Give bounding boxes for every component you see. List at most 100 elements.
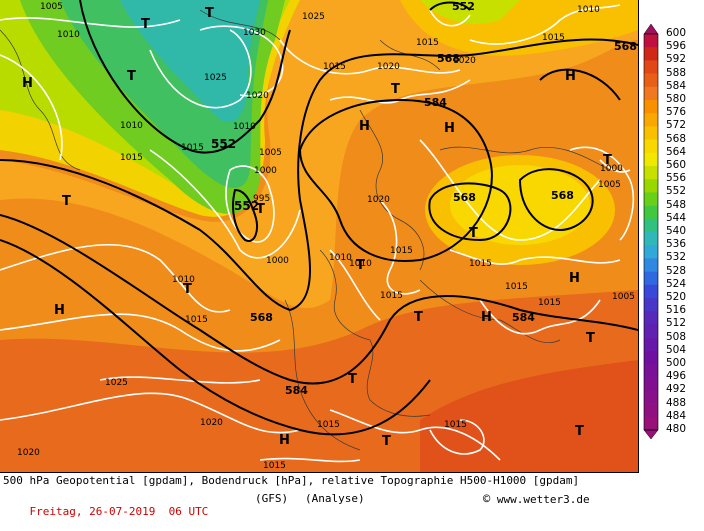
geopotential-ne [539, 68, 621, 101]
pressure-center: T [469, 226, 478, 241]
pressure-center: T [256, 202, 265, 217]
colorbar-swatch [644, 60, 658, 74]
colorbar-label: 488 [666, 396, 687, 409]
colorbar-swatch [644, 403, 658, 418]
pressure-label: 1000 [266, 256, 289, 266]
pressure-center: H [22, 76, 33, 91]
isobar [329, 249, 381, 321]
colorbar-swatch [644, 152, 658, 167]
north-lime-patch [420, 0, 520, 24]
colorbar-bottom-arrow [643, 429, 659, 440]
colorbar-swatch [644, 232, 658, 246]
isobar [429, 9, 471, 27]
colorbar-label: 480 [666, 423, 687, 435]
pressure-label: 1015 [542, 33, 565, 43]
pressure-label: 1010 [233, 122, 256, 132]
colorbar-label: 600 [666, 27, 687, 39]
coastline-iceland [199, 9, 281, 41]
colorbar-legend: 600 596 592 588 584 580 576 572 568 564 560 556 552 5… [640, 24, 704, 464]
chart-description: 500 hPa Geopotential [gpdam], Bodendruck… [3, 474, 580, 487]
isobar-low-center [225, 165, 275, 243]
geopotential-north-cell [429, 1, 471, 11]
isobar [0, 392, 301, 434]
colorbar-swatch [644, 350, 658, 365]
pressure-label: 1015 [120, 153, 143, 163]
pressure-label: 1005 [40, 2, 63, 12]
colorbar-label: 580 [666, 93, 687, 105]
isobar [149, 29, 252, 109]
height-label: 568 [437, 52, 460, 65]
pressure-center: H [565, 69, 576, 84]
colorbar-label: 552 [666, 185, 687, 198]
coastline-baltic [439, 146, 611, 171]
height-label: 584 [285, 384, 308, 397]
colorbar-swatch [644, 126, 658, 140]
pressure-label: 1000 [254, 166, 277, 176]
credit[interactable]: © www.wetter3.de [483, 492, 590, 506]
pressure-center: H [54, 303, 65, 318]
coastline-west-europe [319, 249, 431, 417]
isobar [259, 457, 361, 463]
pressure-label: 1020 [17, 448, 40, 458]
credit-link[interactable]: www.wetter3.de [496, 493, 590, 506]
coastline-scandinavia [359, 109, 425, 271]
isobar [379, 199, 421, 295]
isobar [569, 146, 634, 241]
geopotential-584 [0, 214, 638, 385]
pressure-label: 1005 [598, 180, 621, 190]
geopotential-lines [0, 0, 638, 436]
isobar [0, 54, 63, 161]
colorbar-label: 596 [666, 40, 687, 53]
pressure-label: 1010 [57, 30, 80, 40]
colorbar-label: 492 [666, 383, 687, 396]
colorbar-label: 484 [666, 409, 687, 422]
colorbar-swatch [644, 86, 658, 101]
pressure-center: T [62, 194, 71, 209]
pressure-center: T [127, 69, 136, 84]
colorbar [643, 24, 659, 440]
pressure-label: 1015 [380, 291, 403, 301]
colorbar-label: 524 [666, 277, 687, 290]
pressure-center: H [481, 310, 492, 325]
pressure-label: 1005 [259, 148, 282, 158]
colorbar-label: 496 [666, 370, 687, 383]
pressure-label: 1015 [263, 461, 286, 471]
height-label: 552 [234, 199, 260, 213]
pressure-label: 1010 [120, 121, 143, 131]
pressure-center: T [414, 310, 423, 325]
pressure-label: 1020 [377, 62, 400, 72]
pressure-center: H [279, 433, 290, 448]
pressure-center: T [205, 6, 214, 21]
colorbar-frame [643, 33, 659, 431]
colorbar-label: 520 [666, 291, 687, 303]
colorbar-label: 572 [666, 119, 687, 132]
geopotential-568-inner-west [428, 182, 512, 242]
pressure-label: 1025 [204, 73, 227, 83]
pressure-label: 1020 [367, 195, 390, 205]
height-label: 584 [424, 96, 447, 109]
isobar [479, 299, 601, 335]
colorbar-swatch [644, 47, 658, 61]
colorbar-swatch [644, 337, 658, 352]
pressure-label: 1025 [302, 12, 325, 22]
colorbar-label: 528 [666, 264, 687, 277]
colorbar-swatch [644, 192, 658, 206]
pressure-label: 1010 [329, 253, 352, 263]
colorbar-swatch [644, 324, 658, 338]
colorbar-label: 560 [666, 159, 687, 171]
colorbar-label: 564 [666, 145, 687, 158]
isobar [449, 249, 621, 265]
pressure-label: 1000 [600, 164, 623, 174]
colorbar-label: 584 [666, 79, 687, 92]
footer: 500 hPa Geopotential [gpdam], Bodendruck… [0, 474, 704, 518]
colorbar-swatch [644, 416, 658, 431]
pressure-label: 1020 [246, 91, 269, 101]
isobar [329, 409, 501, 461]
model-name: (GFS) [255, 492, 289, 505]
pressure-center: T [391, 82, 400, 97]
pressure-center: T [575, 424, 584, 439]
isobar [429, 419, 485, 455]
colorbar-swatch [644, 258, 658, 272]
isobar [469, 4, 621, 45]
warm-zone-southeast [420, 360, 638, 472]
